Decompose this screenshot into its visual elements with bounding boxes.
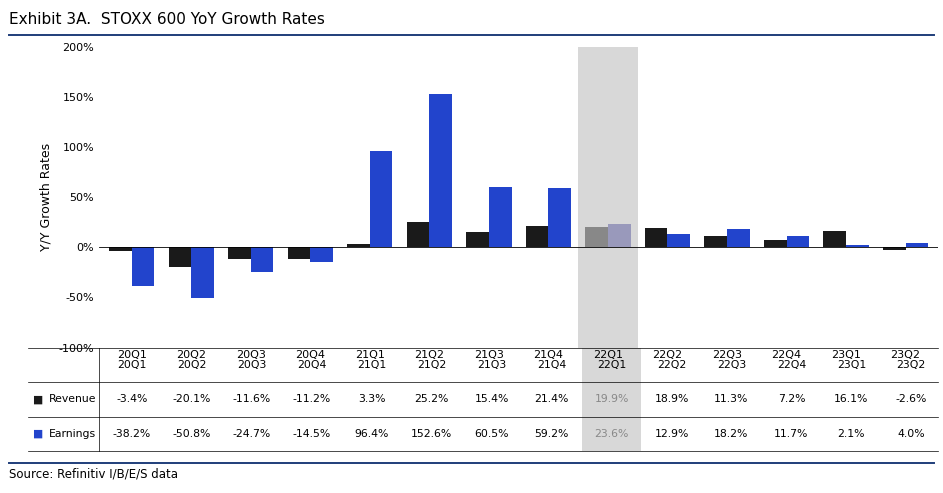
Text: 21Q2: 21Q2 (417, 360, 446, 370)
Text: 22Q4: 22Q4 (777, 360, 806, 370)
Text: -3.4%: -3.4% (116, 394, 148, 404)
Bar (109, 247, 132, 251)
Text: 22Q1: 22Q1 (597, 360, 626, 370)
Text: 20Q3: 20Q3 (238, 360, 267, 370)
Text: -11.2%: -11.2% (292, 394, 331, 404)
Text: 18.9%: 18.9% (654, 394, 688, 404)
Bar (370, 151, 392, 247)
Bar (883, 247, 905, 250)
Bar (786, 236, 809, 247)
Text: 21Q1: 21Q1 (357, 360, 387, 370)
Text: 152.6%: 152.6% (411, 429, 453, 439)
Text: 23Q2: 23Q2 (897, 360, 926, 370)
Bar (645, 228, 668, 247)
Text: -50.8%: -50.8% (173, 429, 211, 439)
Text: 60.5%: 60.5% (474, 429, 509, 439)
Text: 15.4%: 15.4% (474, 394, 509, 404)
Text: -2.6%: -2.6% (896, 394, 927, 404)
Text: -11.6%: -11.6% (233, 394, 271, 404)
Bar (310, 247, 333, 262)
Bar (466, 232, 488, 247)
Text: 22Q3: 22Q3 (717, 360, 746, 370)
Text: Revenue: Revenue (49, 394, 96, 404)
Bar (668, 234, 690, 247)
Text: 16.1%: 16.1% (835, 394, 869, 404)
Text: 18.2%: 18.2% (714, 429, 749, 439)
Text: 21Q4: 21Q4 (537, 360, 566, 370)
Text: ■: ■ (32, 394, 42, 404)
Text: -24.7%: -24.7% (233, 429, 271, 439)
Bar (169, 247, 191, 268)
Bar (228, 247, 251, 259)
Bar (608, 224, 631, 247)
Text: 11.3%: 11.3% (714, 394, 749, 404)
Y-axis label: Y/Y Growth Rates: Y/Y Growth Rates (40, 143, 53, 251)
Bar (846, 245, 869, 247)
Text: ■: ■ (32, 429, 42, 439)
Text: 23Q1: 23Q1 (836, 360, 866, 370)
Bar (764, 240, 786, 247)
Bar (823, 231, 846, 247)
Text: 25.2%: 25.2% (415, 394, 449, 404)
Text: 59.2%: 59.2% (535, 429, 569, 439)
Text: Source: Refinitiv I/B/E/S data: Source: Refinitiv I/B/E/S data (9, 468, 178, 481)
Text: 11.7%: 11.7% (774, 429, 808, 439)
Bar (727, 229, 750, 247)
Text: 22Q2: 22Q2 (657, 360, 687, 370)
Text: 4.0%: 4.0% (898, 429, 925, 439)
Bar (406, 222, 429, 247)
Bar (347, 244, 370, 247)
Text: 96.4%: 96.4% (355, 429, 389, 439)
Bar (191, 247, 214, 298)
Text: Exhibit 3A.  STOXX 600 YoY Growth Rates: Exhibit 3A. STOXX 600 YoY Growth Rates (9, 12, 325, 27)
Text: -14.5%: -14.5% (292, 429, 331, 439)
Text: -38.2%: -38.2% (113, 429, 151, 439)
Text: 20Q2: 20Q2 (177, 360, 207, 370)
Bar (905, 244, 928, 247)
Text: 21Q3: 21Q3 (477, 360, 506, 370)
Bar (488, 187, 511, 247)
Bar (251, 247, 273, 272)
Text: 7.2%: 7.2% (778, 394, 805, 404)
Bar (526, 226, 549, 247)
Text: 20Q1: 20Q1 (117, 360, 147, 370)
Bar (704, 236, 727, 247)
Bar (586, 227, 608, 247)
Text: 12.9%: 12.9% (654, 429, 688, 439)
Bar (429, 94, 452, 247)
Text: Earnings: Earnings (49, 429, 96, 439)
Bar (549, 188, 571, 247)
Text: 20Q4: 20Q4 (297, 360, 326, 370)
Text: 2.1%: 2.1% (837, 429, 865, 439)
Text: -20.1%: -20.1% (173, 394, 211, 404)
Text: 23.6%: 23.6% (594, 429, 629, 439)
Bar (288, 247, 310, 258)
Bar (578, 47, 637, 348)
Bar (132, 247, 155, 285)
Text: 3.3%: 3.3% (358, 394, 386, 404)
Text: 21.4%: 21.4% (535, 394, 569, 404)
Text: 19.9%: 19.9% (594, 394, 629, 404)
